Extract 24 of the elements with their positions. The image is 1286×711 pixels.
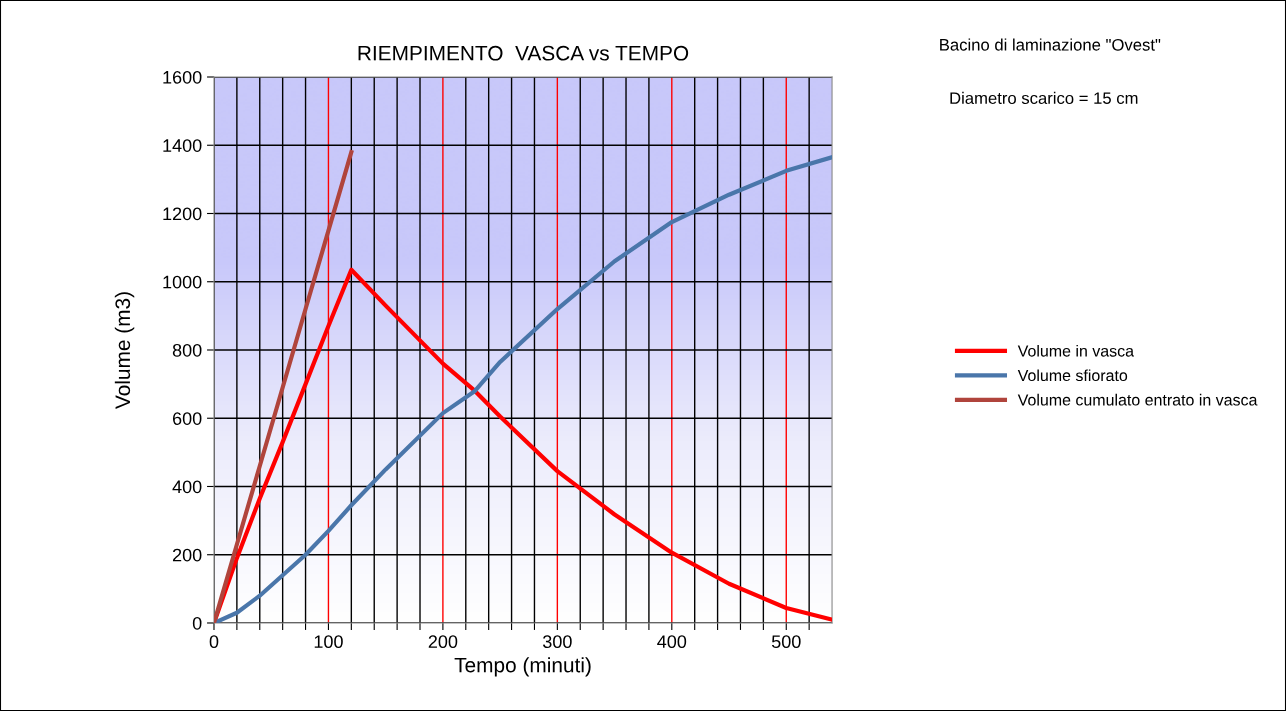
y-tick-label: 400 (172, 480, 202, 494)
y-tick-label: 1400 (163, 139, 202, 152)
y-axis-title: Volume (m3) (114, 292, 135, 409)
y-tick-label: 1600 (163, 70, 202, 84)
x-axis-title: Tempo (minuti) (454, 657, 591, 677)
line-series (213, 149, 354, 623)
x-tick-label: 200 (428, 635, 458, 649)
y-tick-label: 0 (192, 616, 202, 630)
x-tick-label: 100 (314, 635, 343, 649)
y-tick-label: 800 (172, 343, 202, 357)
legend-label: Volume sfiorato (1017, 369, 1128, 382)
y-tick-label: 200 (172, 548, 202, 562)
chart-title: RIEMPIMENTO VASCA vs TEMPO (358, 45, 689, 61)
x-tick-label: 300 (542, 635, 572, 649)
y-tick-label: 600 (172, 412, 202, 425)
y-tick-label: 1000 (163, 275, 202, 289)
text: Bacino di laminazione "Ovest" (940, 38, 1161, 51)
legend-label: Volume cumulato entrato in vasca (1017, 393, 1258, 406)
x-tick-label: 400 (657, 635, 687, 649)
x-tick-label: 0 (209, 635, 219, 649)
x-tick-label: 500 (771, 635, 801, 649)
text: Diametro scarico = 15 cm (950, 91, 1138, 105)
legend-label: Volume in vasca (1017, 344, 1135, 357)
y-tick-label: 1200 (163, 207, 202, 221)
